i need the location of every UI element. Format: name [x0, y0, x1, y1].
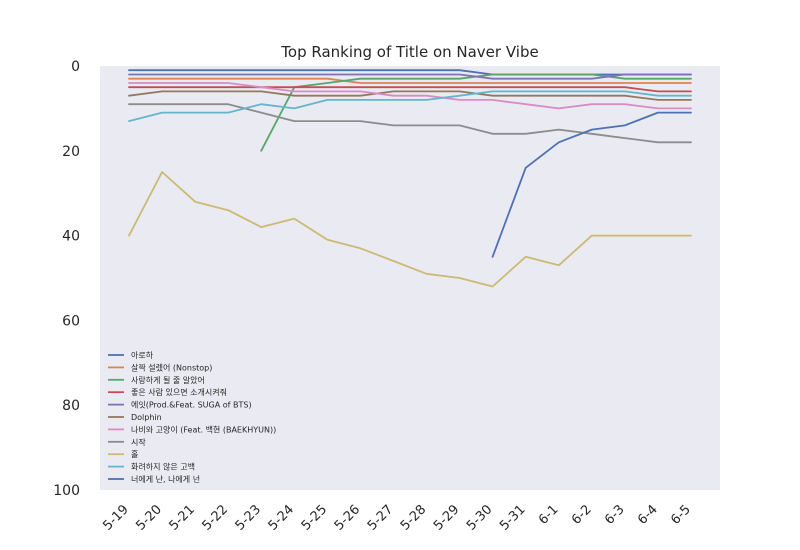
series-line: [491, 111, 692, 258]
series-line: [128, 86, 692, 93]
chart-title: Top Ranking of Title on Naver Vibe: [280, 43, 538, 61]
legend-label: 홀: [131, 449, 138, 459]
x-tick-label: 5-22: [200, 502, 231, 533]
y-tick-label: 40: [62, 229, 80, 245]
x-tick-label: 5-28: [398, 502, 429, 533]
y-tick-label: 20: [62, 144, 80, 160]
y-tick-label: 80: [62, 398, 80, 414]
legend-label: 좋은 사람 있으면 소개시켜줘: [131, 387, 227, 397]
series-line: [128, 90, 692, 122]
x-tick-label: 5-21: [166, 502, 197, 533]
x-tick-label: 5-26: [332, 502, 363, 533]
y-tick-label: 100: [53, 483, 80, 499]
x-tick-label: 5-25: [299, 502, 330, 533]
y-tick-label: 60: [62, 313, 80, 329]
x-tick-label: 5-23: [233, 502, 264, 533]
series-line: [128, 171, 692, 288]
x-tick-label: 6-2: [569, 502, 595, 528]
legend-label: 너에게 난, 나에게 넌: [131, 474, 200, 484]
legend-label: 아로하: [131, 350, 154, 360]
x-tick-label: 5-20: [133, 502, 164, 533]
x-tick-label: 5-29: [431, 502, 462, 533]
y-tick-label: 0: [71, 59, 80, 75]
x-tick-label: 5-31: [497, 502, 528, 533]
x-tick-label: 5-27: [365, 502, 396, 533]
x-tick-label: 6-3: [602, 502, 628, 528]
legend-label: 나비와 고양이 (Feat. 백현 (BAEKHYUN)): [131, 424, 276, 434]
x-tick-label: 5-30: [464, 502, 495, 533]
legend-label: 살짝 설렜어 (Nonstop): [131, 362, 212, 372]
legend-label: 에잇(Prod.&Feat. SUGA of BTS): [131, 400, 252, 410]
series-line: [128, 90, 692, 101]
series-lines: [128, 69, 692, 288]
x-tick-label: 6-5: [668, 502, 694, 528]
x-tick-label: 5-19: [100, 502, 131, 533]
legend-label: Dolphin: [131, 413, 162, 422]
legend-label: 화려하지 않은 고백: [131, 462, 195, 472]
series-line: [128, 77, 692, 84]
x-axis-ticks: 5-19 5-20 5-21 5-22 5-23 5-24 5-25 5-26 5-27 5-28…: [100, 502, 693, 533]
x-tick-label: 6-1: [536, 502, 562, 528]
series-line: [128, 82, 692, 110]
x-tick-label: 5-24: [266, 502, 297, 533]
x-tick-label: 6-4: [635, 502, 661, 528]
legend-label: 사랑하게 될 줄 알았어: [131, 375, 205, 385]
series-line: [128, 103, 692, 144]
series-line: [128, 73, 692, 80]
legend-label: 시작: [131, 437, 146, 447]
y-axis-ticks: 0 20 40 60 80 100: [53, 59, 80, 499]
